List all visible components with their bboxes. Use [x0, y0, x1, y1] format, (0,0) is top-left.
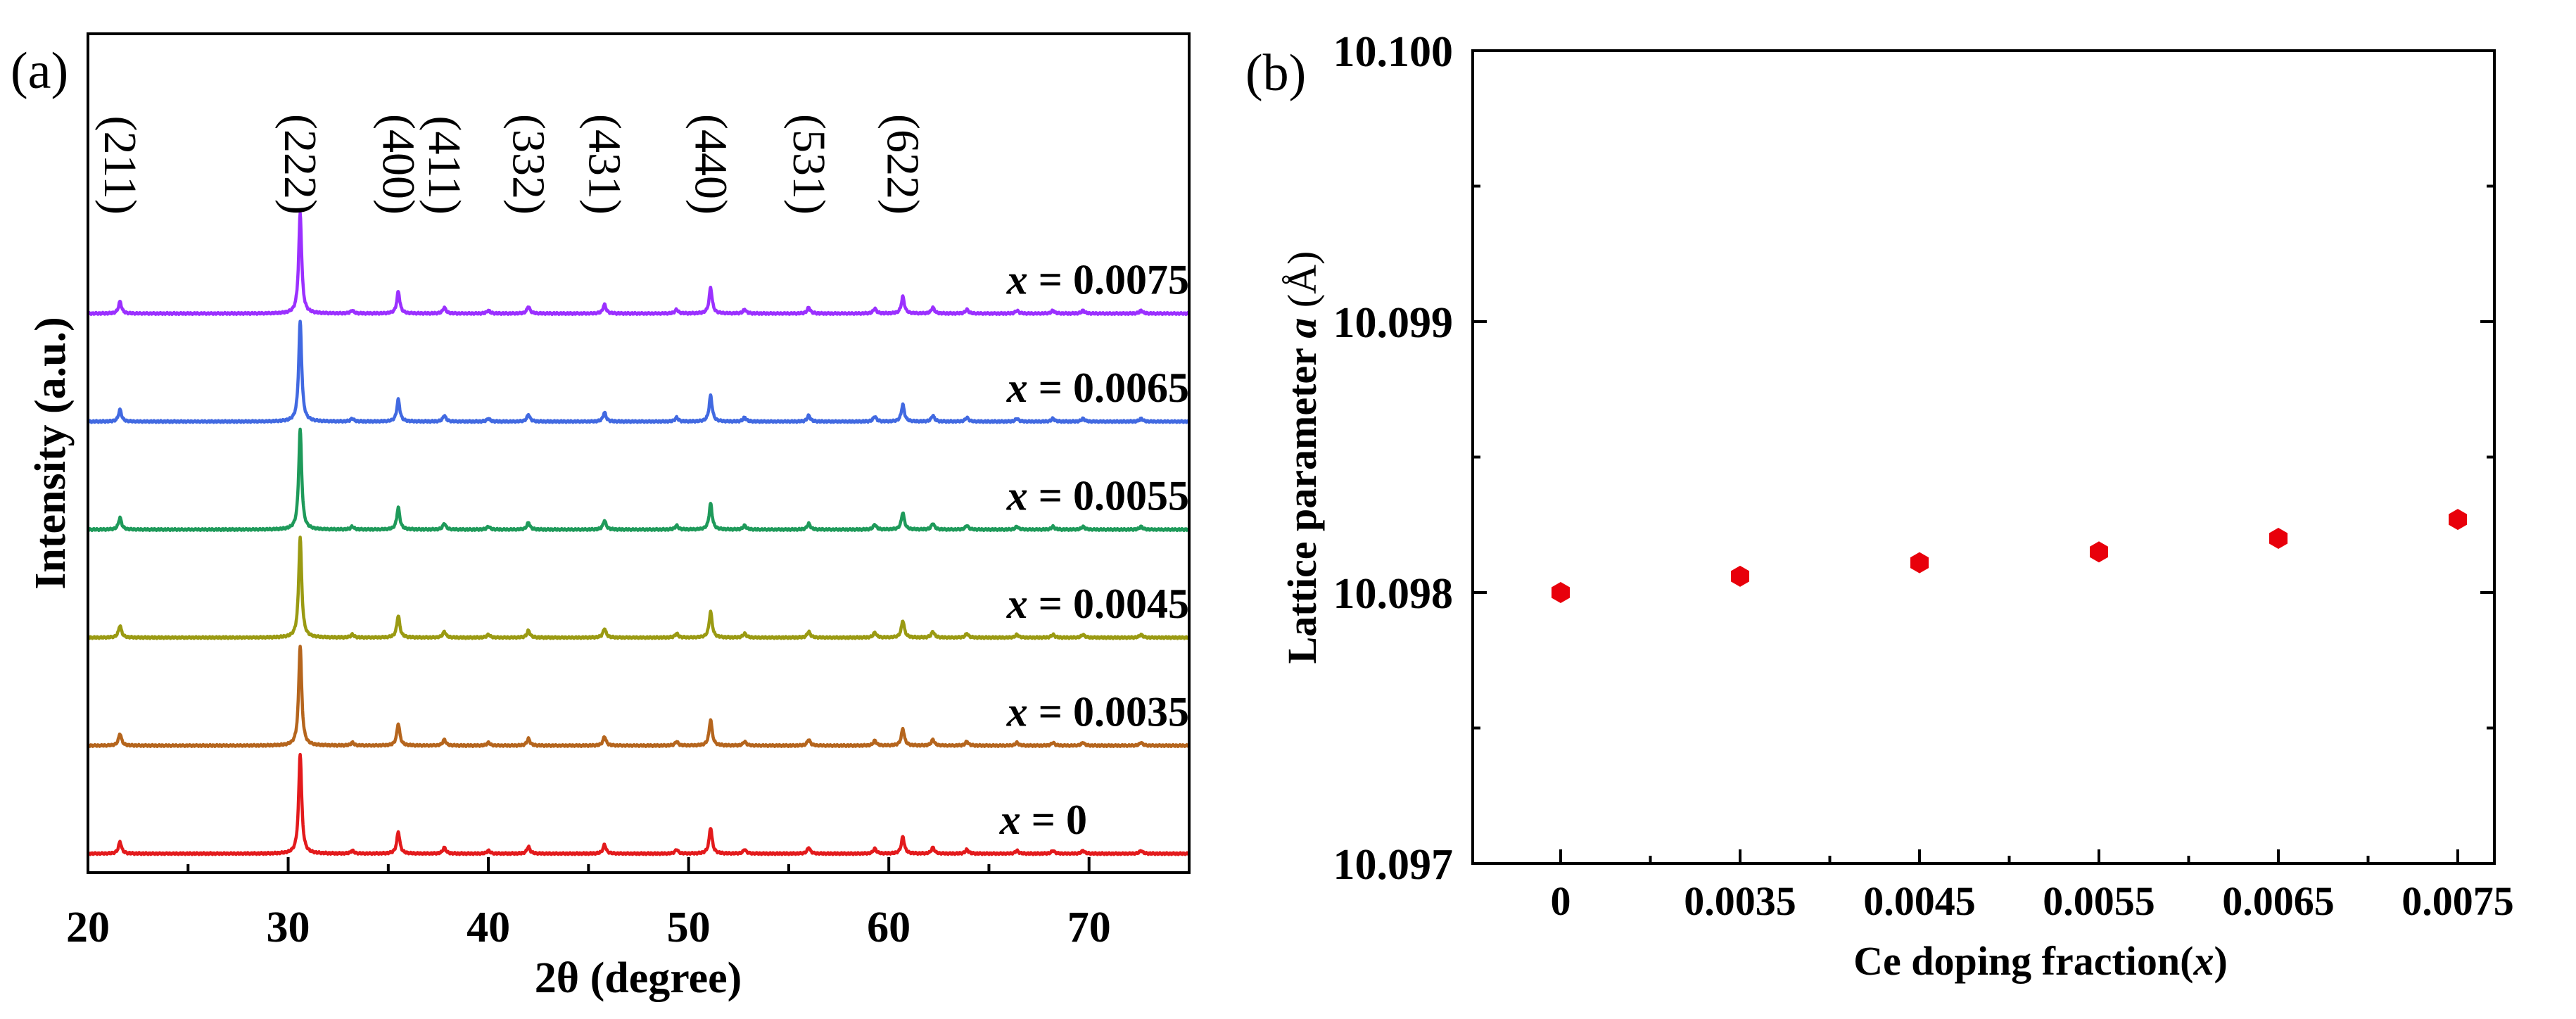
x-tick-label: 70	[1067, 904, 1111, 951]
x-tick-label: 0.0045	[1863, 878, 1976, 924]
panel-b-x-axis-label: Ce doping fraction(x)	[1853, 938, 2228, 984]
y-label-unit: (Å)	[1279, 251, 1325, 318]
x-tick-label: 0.0035	[1684, 878, 1796, 924]
panel-a-y-axis-label: Intensity (a.u.)	[27, 317, 75, 590]
series-label-value: = 0.0045	[1028, 581, 1189, 627]
series-label: x = 0.0055	[1006, 473, 1189, 519]
series-label-value: = 0.0035	[1028, 689, 1189, 735]
x-tick-label: 0.0055	[2043, 878, 2155, 924]
x-tick-label: 0	[1551, 878, 1571, 924]
series-label-value: = 0.0055	[1028, 473, 1189, 519]
x-label-symbol: x	[2193, 938, 2214, 984]
x-tick-label: 50	[667, 904, 711, 951]
xrd-series-line	[87, 211, 1191, 317]
peak-label: (332)	[503, 114, 554, 215]
peak-label: (431)	[579, 114, 630, 215]
data-point	[1552, 582, 1570, 603]
data-point	[2090, 541, 2108, 563]
series-label-variable: x	[1006, 689, 1028, 735]
series-label-variable: x	[1006, 473, 1028, 519]
peak-label: (622)	[877, 114, 929, 215]
data-point	[1910, 552, 1929, 574]
x-tick-label: 60	[867, 904, 911, 951]
x-label-part: Ce doping fraction(	[1853, 938, 2193, 984]
y-tick-label: 10.097	[1333, 841, 1454, 889]
xrd-series-group	[86, 211, 1191, 856]
x-tick-label: 20	[66, 904, 110, 951]
series-label: x = 0.0045	[1006, 581, 1189, 627]
data-point	[1731, 565, 1749, 587]
panel-b-label: (b)	[1245, 44, 1306, 102]
xrd-series-line	[87, 645, 1191, 749]
xrd-series-line	[87, 536, 1191, 640]
series-label-variable: x	[1006, 257, 1028, 303]
series-label-value: = 0	[1021, 797, 1087, 843]
series-label-variable: x	[999, 797, 1021, 843]
panel-a-frame	[87, 32, 1191, 874]
y-label-part: Lattice parameter	[1279, 338, 1325, 664]
x-tick-label: 0.0075	[2401, 878, 2514, 924]
xrd-series-line	[86, 752, 1191, 856]
series-label-value: = 0.0065	[1028, 365, 1189, 411]
series-label-variable: x	[1006, 365, 1028, 411]
y-label-symbol: a	[1279, 318, 1325, 338]
series-label-value: = 0.0075	[1028, 257, 1189, 303]
series-label: x = 0.0065	[1006, 365, 1189, 411]
x-label-part: )	[2214, 938, 2228, 984]
data-point	[2449, 509, 2467, 531]
panel-b-data-points	[1552, 509, 2467, 603]
panel-b-lattice-chart: (b) 10.097 10.098 10.099 10.100 0 0.0035 0.00…	[1245, 28, 2514, 984]
peak-label: (440)	[685, 114, 736, 215]
peak-label: (531)	[783, 114, 835, 215]
panel-a-x-ticks: 20 30 40 50 60 70	[66, 857, 1191, 951]
y-tick-label: 10.100	[1333, 28, 1454, 76]
x-tick-label: 40	[467, 904, 510, 951]
peak-label: (400)	[373, 114, 424, 215]
series-label: x = 0.0035	[1006, 689, 1189, 735]
x-tick-label: 30	[267, 904, 310, 951]
x-tick-label: 0.0065	[2222, 878, 2335, 924]
series-label: x = 0.0075	[1006, 257, 1189, 303]
peak-label: (211)	[94, 115, 146, 215]
xrd-series-line	[87, 427, 1191, 533]
panel-b-y-ticks: 10.097 10.098 10.099 10.100	[1333, 28, 2494, 889]
xrd-series-line	[87, 319, 1191, 424]
panel-a-label: (a)	[11, 42, 68, 100]
peak-label: (411)	[419, 115, 470, 215]
panel-a-x-axis-label: 2θ (degree)	[535, 954, 742, 1002]
data-point	[2269, 528, 2288, 549]
panel-b-x-ticks: 0 0.0035 0.0045 0.0055 0.0065 0.0075	[1551, 849, 2514, 924]
series-label-variable: x	[1006, 581, 1028, 627]
peak-label: (222)	[274, 114, 326, 215]
y-tick-label: 10.098	[1333, 570, 1454, 618]
panel-a-xrd-chart: (a) (211) (222) (400)(411) (332) (431) (440)(…	[11, 32, 1191, 1002]
panel-b-y-axis-label: Lattice parameter a (Å)	[1279, 251, 1325, 664]
panel-b-frame	[1471, 49, 2496, 865]
y-tick-label: 10.099	[1333, 299, 1454, 347]
series-label: x = 0	[999, 797, 1087, 843]
peak-labels-group: (211) (222) (400)(411) (332) (431) (440) (531)…	[94, 114, 929, 215]
